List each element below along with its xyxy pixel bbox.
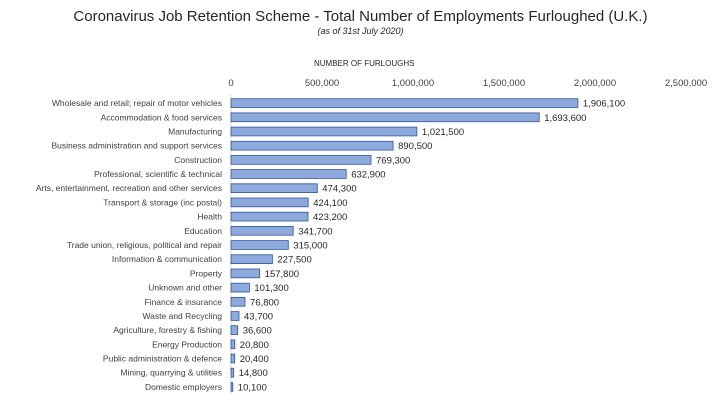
- x-tick-label: 0: [228, 78, 233, 89]
- category-label: Arts, entertainment, recreation and othe…: [36, 183, 222, 193]
- bar: [230, 140, 394, 151]
- bar: [230, 339, 236, 350]
- data-label: 474,300: [322, 184, 356, 195]
- data-label: 14,800: [239, 368, 268, 379]
- data-label: 10,100: [238, 382, 267, 393]
- data-label: 36,600: [243, 326, 272, 337]
- data-label: 315,000: [293, 241, 327, 252]
- data-label: 1,906,100: [583, 99, 625, 110]
- category-label: Property: [190, 268, 223, 278]
- category-label: Public administration & defence: [103, 354, 222, 364]
- bar: [230, 240, 289, 250]
- bar: [230, 183, 318, 194]
- bar: [230, 126, 418, 137]
- bar: [230, 282, 250, 293]
- category-label: Business administration and support serv…: [51, 141, 222, 151]
- bar: [230, 169, 347, 179]
- x-tick-label: 1,500,000: [483, 78, 525, 89]
- category-label: Agriculture, forestry & fishing: [113, 325, 222, 335]
- data-label: 632,900: [351, 170, 385, 181]
- category-label: Information & communication: [112, 254, 222, 264]
- category-label: Unknown and other: [148, 283, 222, 293]
- bar: [230, 311, 240, 321]
- bar: [230, 382, 234, 392]
- bar: [230, 155, 372, 165]
- data-label: 101,300: [254, 283, 288, 294]
- chart-subtitle: (as of 31st July 2020): [317, 26, 404, 36]
- data-label: 20,800: [240, 340, 269, 351]
- x-tick-label: 500,000: [305, 78, 339, 89]
- data-label: 341,700: [298, 226, 332, 237]
- data-label: 424,100: [313, 198, 347, 209]
- category-label: Accommodation & food services: [101, 112, 222, 122]
- bar: [230, 197, 309, 208]
- bar: [230, 98, 579, 108]
- data-label: 157,800: [265, 269, 299, 280]
- bar: [230, 296, 246, 307]
- bar: [230, 325, 239, 335]
- data-label: 227,500: [277, 255, 311, 266]
- data-label: 769,300: [376, 155, 410, 166]
- data-label: 76,800: [250, 297, 279, 308]
- category-label: Health: [197, 212, 222, 222]
- bar: [230, 254, 273, 265]
- category-label: Construction: [174, 155, 222, 165]
- category-label: Professional, scientific & technical: [94, 169, 222, 179]
- x-tick-label: 1,000,000: [392, 78, 434, 89]
- category-label: Trade union, religious, political and re…: [67, 240, 222, 250]
- chart-title: Coronavirus Job Retention Scheme - Total…: [73, 8, 648, 25]
- x-tick-label: 2,000,000: [574, 78, 616, 89]
- bar: [230, 112, 540, 123]
- category-label: Finance & insurance: [145, 297, 223, 307]
- data-label: 43,700: [244, 312, 273, 323]
- x-axis-label: NUMBER OF FURLOUGHS: [314, 59, 415, 68]
- bar: [230, 225, 294, 236]
- bar: [230, 211, 309, 222]
- category-label: Education: [184, 226, 222, 236]
- bar: [230, 268, 261, 279]
- category-label: Domestic employers: [145, 382, 222, 392]
- data-label: 1,693,600: [544, 113, 586, 124]
- data-label: 423,200: [313, 212, 347, 223]
- data-label: 1,021,500: [422, 127, 464, 138]
- category-label: Manufacturing: [168, 127, 222, 137]
- category-label: Mining, quarrying & utilities: [120, 368, 222, 378]
- category-label: Energy Production: [152, 339, 222, 349]
- category-label: Transport & storage (inc postal): [103, 197, 222, 207]
- bar: [230, 353, 236, 364]
- data-label: 20,400: [240, 354, 269, 365]
- x-tick-label: 2,500,000: [665, 78, 707, 89]
- bar: [230, 367, 235, 378]
- category-label: Wholesale and retail; repair of motor ve…: [52, 98, 222, 108]
- category-label: Waste and Recycling: [142, 311, 222, 321]
- data-label: 890,500: [398, 141, 432, 152]
